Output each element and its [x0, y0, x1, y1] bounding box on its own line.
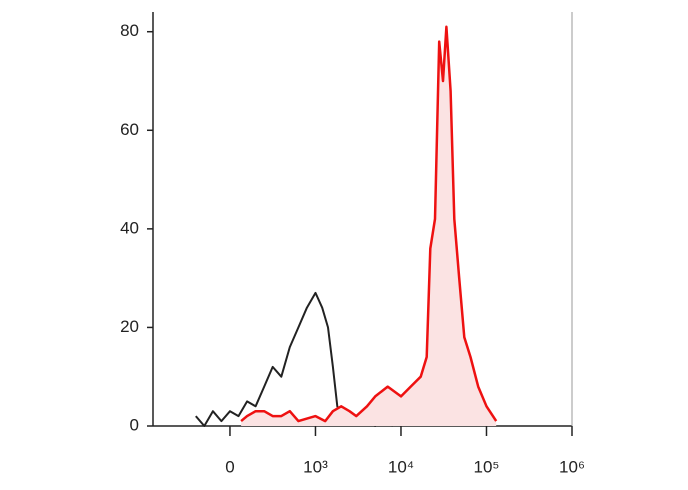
x-tick-label: 10⁴ [388, 457, 414, 476]
y-tick-label: 60 [120, 120, 139, 139]
y-tick-label: 80 [120, 21, 139, 40]
x-tick-label: 10³ [303, 457, 328, 476]
y-tick-label: 0 [130, 415, 139, 434]
x-tick-label: 10⁶ [559, 457, 585, 476]
histogram-line [195, 291, 394, 427]
area [241, 26, 497, 427]
x-tick-label: 10⁵ [474, 457, 500, 476]
y-tick-label: 20 [120, 317, 139, 336]
y-tick-label: 40 [120, 218, 139, 237]
x-tick-label: 0 [225, 457, 234, 476]
histogram-line [240, 25, 498, 423]
